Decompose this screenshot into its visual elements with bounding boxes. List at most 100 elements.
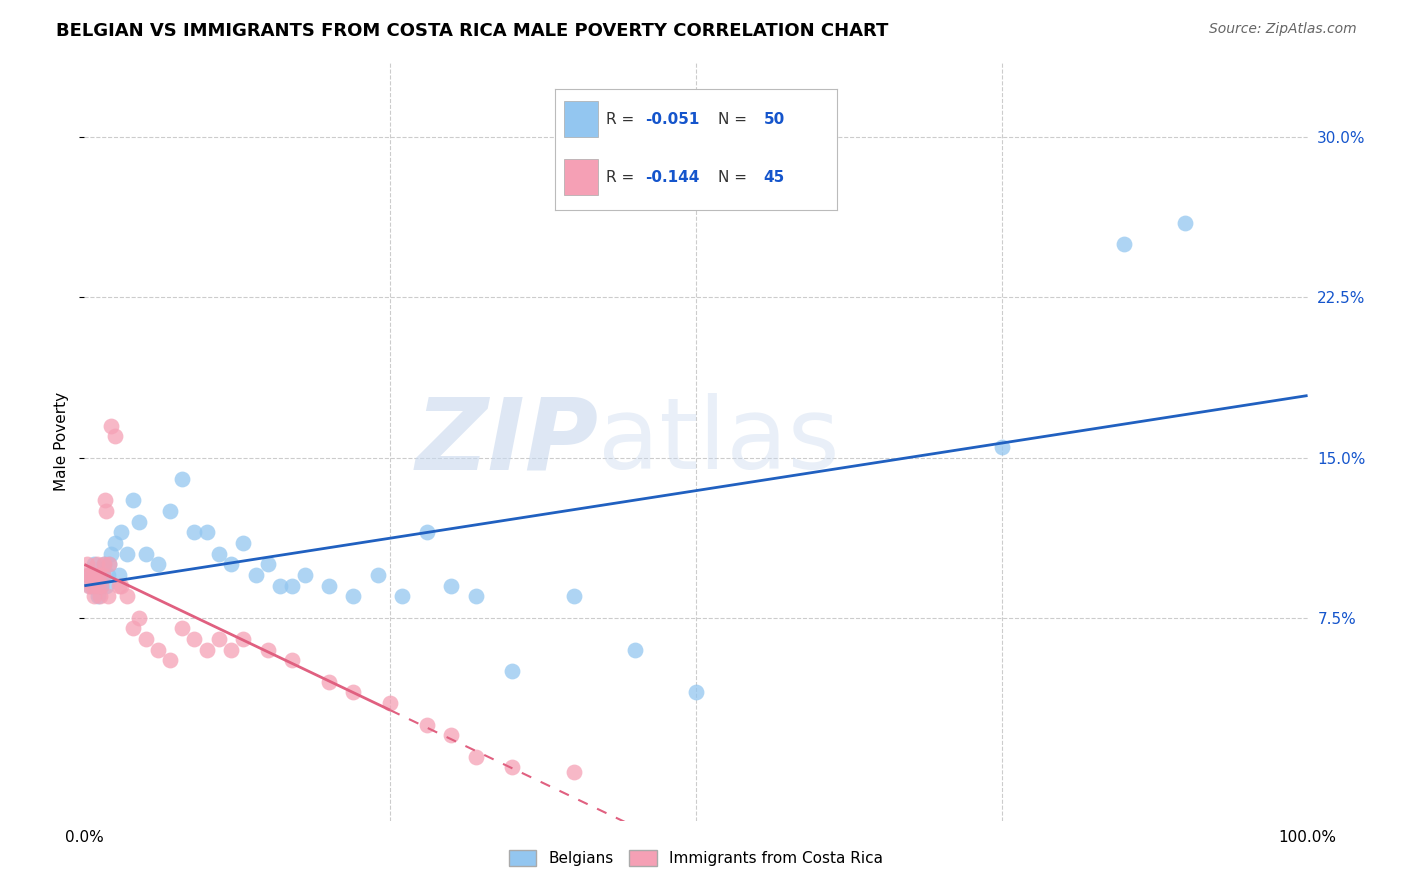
Text: R =: R = xyxy=(606,169,640,185)
Point xyxy=(84,568,107,582)
Point xyxy=(440,728,463,742)
Point xyxy=(115,590,138,604)
Point xyxy=(146,558,169,572)
Point xyxy=(502,760,524,774)
Point xyxy=(83,590,105,604)
Point xyxy=(440,579,463,593)
Point xyxy=(87,590,110,604)
Point xyxy=(195,525,218,540)
Point xyxy=(107,568,129,582)
Point xyxy=(172,622,194,636)
Text: R =: R = xyxy=(606,112,640,127)
Point xyxy=(281,579,304,593)
Text: -0.051: -0.051 xyxy=(645,112,700,127)
Point xyxy=(86,568,108,582)
Point xyxy=(342,590,364,604)
Point xyxy=(183,632,205,646)
Text: N =: N = xyxy=(718,169,752,185)
Point xyxy=(464,749,486,764)
Point xyxy=(104,429,127,443)
Point xyxy=(77,568,100,582)
Point xyxy=(208,547,231,561)
Point xyxy=(342,685,364,699)
Point xyxy=(90,579,112,593)
Legend: Belgians, Immigrants from Costa Rica: Belgians, Immigrants from Costa Rica xyxy=(509,850,883,866)
Point xyxy=(195,642,218,657)
Point xyxy=(86,558,108,572)
Point xyxy=(76,558,98,572)
Point xyxy=(110,579,132,593)
Point xyxy=(87,568,110,582)
Point xyxy=(464,590,486,604)
Point xyxy=(294,568,316,582)
Point xyxy=(128,611,150,625)
Point xyxy=(416,525,439,540)
Point xyxy=(87,579,110,593)
Point xyxy=(89,590,111,604)
Point xyxy=(257,558,280,572)
Point xyxy=(82,568,104,582)
Point xyxy=(77,579,100,593)
Point xyxy=(232,632,254,646)
Text: 50: 50 xyxy=(763,112,785,127)
Point xyxy=(104,536,127,550)
Text: N =: N = xyxy=(718,112,752,127)
Point xyxy=(183,525,205,540)
Y-axis label: Male Poverty: Male Poverty xyxy=(53,392,69,491)
Point xyxy=(97,558,120,572)
Point xyxy=(624,642,647,657)
Point xyxy=(685,685,707,699)
Point xyxy=(100,418,122,433)
Point xyxy=(122,493,145,508)
Point xyxy=(562,590,585,604)
Point xyxy=(128,515,150,529)
Point xyxy=(93,558,115,572)
Point xyxy=(232,536,254,550)
FancyBboxPatch shape xyxy=(564,101,598,137)
Text: atlas: atlas xyxy=(598,393,839,490)
Text: 45: 45 xyxy=(763,169,785,185)
Point xyxy=(91,568,114,582)
Point xyxy=(77,568,100,582)
Point xyxy=(318,674,340,689)
Point xyxy=(219,558,242,572)
Point xyxy=(93,558,115,572)
Point xyxy=(97,568,120,582)
Point xyxy=(991,440,1014,454)
Point xyxy=(245,568,267,582)
Text: ZIP: ZIP xyxy=(415,393,598,490)
Point xyxy=(87,579,110,593)
Point xyxy=(91,568,114,582)
Point xyxy=(172,472,194,486)
Point xyxy=(257,642,280,657)
Point xyxy=(269,579,291,593)
Point xyxy=(110,525,132,540)
Point xyxy=(135,547,157,561)
Point xyxy=(89,568,111,582)
Point xyxy=(219,642,242,657)
Point xyxy=(82,568,104,582)
Point xyxy=(96,504,118,518)
Point xyxy=(83,558,105,572)
Point xyxy=(159,504,181,518)
Point xyxy=(367,568,389,582)
Point xyxy=(146,642,169,657)
Point xyxy=(80,579,103,593)
Text: Source: ZipAtlas.com: Source: ZipAtlas.com xyxy=(1209,22,1357,37)
Point xyxy=(281,653,304,667)
Point xyxy=(115,547,138,561)
Point xyxy=(502,664,524,678)
Point xyxy=(159,653,181,667)
Point xyxy=(1114,237,1136,252)
Point xyxy=(90,579,112,593)
Point xyxy=(100,547,122,561)
Point xyxy=(391,590,413,604)
Point xyxy=(84,579,107,593)
Point xyxy=(107,579,129,593)
Point xyxy=(318,579,340,593)
Point xyxy=(380,696,402,710)
Point xyxy=(1174,216,1197,230)
Point xyxy=(79,568,101,582)
Point xyxy=(122,622,145,636)
Point xyxy=(562,764,585,779)
